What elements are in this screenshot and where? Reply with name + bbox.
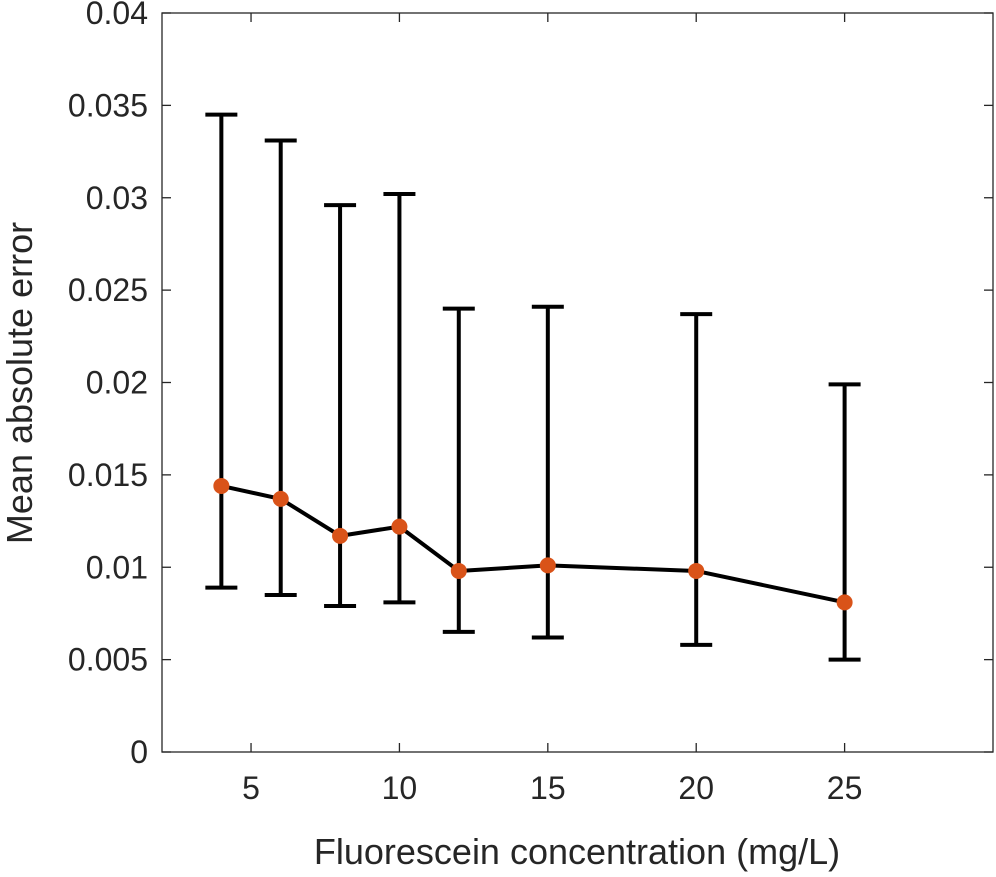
data-point: [836, 594, 853, 611]
x-tick-label: 5: [242, 770, 260, 806]
data-point: [332, 527, 349, 544]
error-bar: [383, 192, 416, 605]
error-bar: [828, 382, 861, 662]
y-tick-label: 0.005: [68, 642, 148, 678]
x-tick-label: 10: [382, 770, 418, 806]
y-tick-label: 0.015: [68, 457, 148, 493]
error-bar: [264, 138, 297, 597]
y-tick-label: 0.03: [86, 180, 148, 216]
data-point: [272, 490, 289, 507]
data-point: [391, 518, 408, 535]
error-bar: [531, 304, 564, 640]
x-tick-label: 15: [530, 770, 566, 806]
y-tick-label: 0.035: [68, 87, 148, 123]
x-axis-title: Fluorescein concentration (mg/L): [314, 831, 840, 872]
error-bar: [324, 203, 357, 609]
data-point: [213, 477, 230, 494]
error-bar: [205, 112, 238, 590]
series-line: [220, 484, 846, 605]
y-tick-label: 0.04: [86, 0, 148, 31]
y-tick-label: 0: [130, 734, 148, 770]
y-tick-label: 0.02: [86, 365, 148, 401]
y-tick-label: 0.025: [68, 272, 148, 308]
y-tick-label: 0.01: [86, 549, 148, 585]
x-tick-label: 25: [827, 770, 863, 806]
data-point: [688, 562, 705, 579]
y-axis-title: Mean absolute error: [0, 222, 40, 544]
x-tick-label: 20: [678, 770, 714, 806]
data-point: [450, 562, 467, 579]
error-bar: [442, 306, 475, 634]
data-point: [539, 557, 556, 574]
error-bar: [680, 312, 713, 647]
plot-area-frame: [161, 12, 994, 753]
